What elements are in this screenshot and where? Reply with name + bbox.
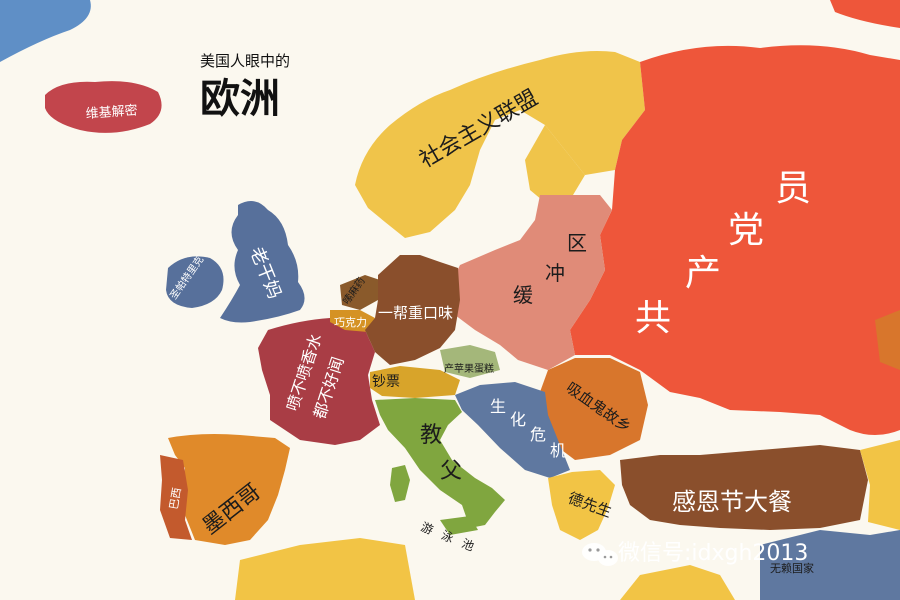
- region-scandinavia: [355, 51, 645, 238]
- region-portugal: [160, 455, 192, 540]
- label-switzerland: 钞票: [372, 374, 400, 390]
- watermark: 微信号:idxgh2013: [582, 541, 808, 566]
- label-italy-2: 父: [440, 459, 462, 484]
- region-netherlands: [340, 275, 380, 310]
- label-turkey: 感恩节大餐: [672, 488, 792, 516]
- region-uk: [220, 201, 305, 323]
- label-italy-1: 教: [420, 423, 442, 448]
- region-sicily: [440, 516, 478, 535]
- region-buffer-zone: [448, 195, 612, 370]
- region-belgium: [330, 310, 375, 332]
- watermark-text: 微信号:idxgh2013: [618, 541, 808, 566]
- label-balkans-2: 化: [510, 410, 526, 429]
- region-finland: [525, 125, 585, 205]
- label-buffer-3: 区: [567, 231, 587, 255]
- region-spain: [168, 434, 290, 545]
- region-africa-east: [620, 565, 735, 600]
- label-czech: 产苹果蛋糕: [444, 362, 494, 375]
- label-russia-2: 产: [685, 253, 721, 294]
- region-north-africa: [235, 538, 415, 600]
- label-buffer-2: 冲: [545, 261, 565, 285]
- region-sardinia: [390, 465, 410, 502]
- label-russia-4: 员: [775, 168, 811, 209]
- region-middle-east: [760, 530, 900, 600]
- region-germany: [365, 255, 460, 365]
- region-russia: [570, 45, 900, 435]
- label-middle-east: 无赖国家: [770, 561, 814, 575]
- region-middle-east-north: [860, 440, 900, 530]
- region-iceland: [45, 81, 162, 133]
- region-france: [258, 318, 380, 445]
- region-russia-east: [875, 310, 900, 370]
- region-turkey: [620, 445, 868, 530]
- region-ireland: [166, 256, 224, 308]
- title-main: 欧洲: [200, 76, 280, 122]
- label-balkans-4: 机: [550, 441, 566, 460]
- region-italy: [375, 398, 505, 528]
- region-czech: [440, 345, 500, 378]
- region-arctic-island: [830, 0, 900, 28]
- region-greenland: [0, 0, 91, 62]
- region-switzerland: [370, 366, 460, 398]
- label-russia-3: 党: [728, 210, 764, 251]
- title-subtitle: 美国人眼中的: [200, 52, 290, 70]
- region-balkans: [455, 382, 570, 478]
- label-russia-1: 共: [635, 298, 671, 339]
- region-greece: [548, 470, 615, 540]
- label-buffer-1: 缓: [513, 283, 533, 307]
- label-germany: 一帮重口味: [378, 304, 453, 322]
- label-balkans-1: 生: [490, 397, 506, 416]
- label-portugal: 巴西: [167, 487, 184, 511]
- wechat-logo-icon: [582, 543, 618, 566]
- region-romania: [540, 358, 648, 460]
- label-belgium: 巧克力: [334, 316, 367, 329]
- label-balkans-3: 危: [530, 425, 546, 444]
- label-iceland: 维基解密: [85, 102, 138, 122]
